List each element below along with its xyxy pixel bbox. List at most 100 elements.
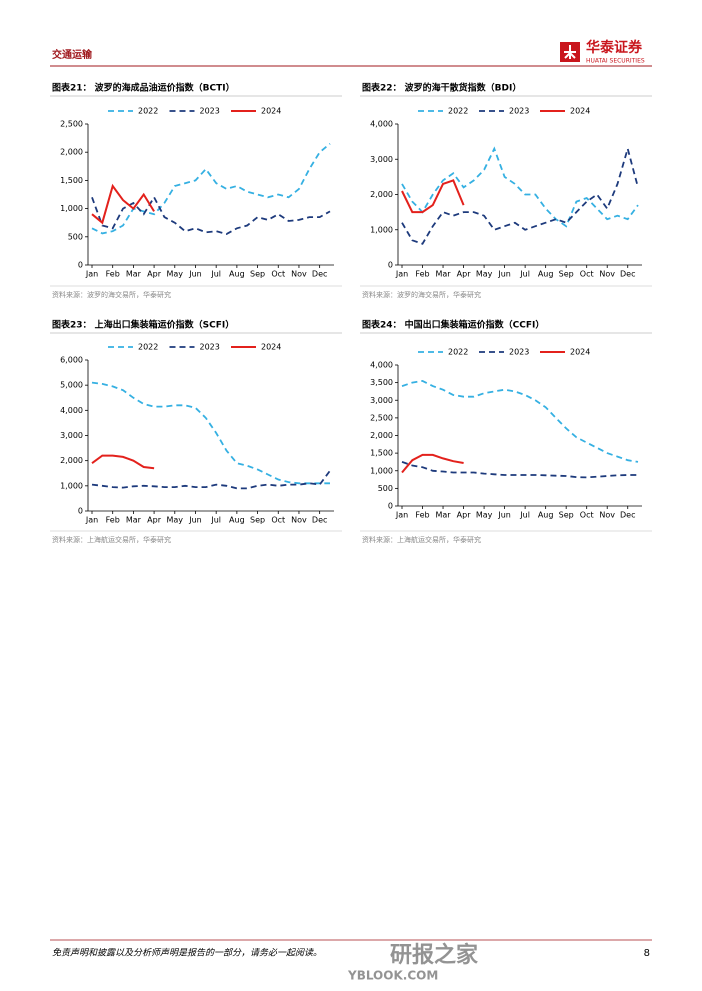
- x-tick-label: Aug: [538, 270, 554, 279]
- series-line: [401, 379, 639, 463]
- y-tick-label: 1,500: [370, 449, 393, 458]
- y-tick-label: 2,500: [370, 413, 393, 422]
- x-tick-label: Nov: [291, 516, 307, 525]
- chart-title: 图表23： 上海出口集装箱运价指数（SCFI）: [52, 319, 234, 331]
- disclaimer: 免责声明和披露以及分析师声明是报告的一部分，请务必一起阅读。: [52, 948, 322, 959]
- x-tick-label: Jun: [497, 270, 511, 279]
- x-tick-label: Dec: [620, 511, 635, 520]
- legend-label: 2023: [200, 343, 220, 352]
- x-tick-label: Mar: [435, 511, 451, 520]
- x-tick-label: Sep: [250, 270, 265, 279]
- legend-label: 2023: [509, 348, 529, 357]
- y-tick-label: 1,000: [60, 481, 83, 490]
- chart-source: 资料来源：波罗的海交易所，华泰研究: [52, 290, 171, 299]
- y-tick-label: 0: [388, 502, 393, 511]
- series-line: [91, 470, 331, 490]
- x-tick-label: Jan: [85, 516, 98, 525]
- y-tick-label: 2,000: [370, 190, 393, 199]
- legend-label: 2024: [570, 348, 590, 357]
- y-tick-label: 2,500: [60, 120, 83, 129]
- x-tick-label: Jun: [497, 511, 511, 520]
- x-tick-label: Nov: [291, 270, 307, 279]
- x-tick-label: Sep: [559, 511, 574, 520]
- y-tick-label: 3,000: [370, 155, 393, 164]
- legend-label: 2023: [200, 107, 220, 116]
- y-tick-label: 4,000: [370, 361, 393, 370]
- y-tick-label: 1,000: [370, 466, 393, 475]
- y-tick-label: 2,000: [60, 456, 83, 465]
- x-tick-label: Dec: [312, 516, 327, 525]
- x-tick-label: Feb: [415, 511, 429, 520]
- x-tick-label: Jun: [188, 516, 202, 525]
- legend-label: 2022: [448, 107, 468, 116]
- x-tick-label: Oct: [580, 270, 594, 279]
- x-tick-label: Apr: [457, 270, 472, 279]
- watermark-cn: 研报之家: [390, 942, 479, 968]
- x-tick-label: Aug: [229, 516, 245, 525]
- logo: 华泰证券 HUATAI SECURITIES: [560, 39, 645, 65]
- series-line: [401, 453, 464, 474]
- legend-label: 2022: [138, 343, 158, 352]
- x-tick-label: Nov: [599, 270, 615, 279]
- y-tick-label: 3,500: [370, 378, 393, 387]
- chart-title: 图表22： 波罗的海干散货指数（BDI）: [362, 82, 521, 94]
- page-number: 8: [644, 948, 650, 959]
- y-tick-label: 2,000: [60, 148, 83, 157]
- logo-cn: 华泰证券: [586, 39, 643, 56]
- x-tick-label: Dec: [620, 270, 635, 279]
- x-tick-label: Aug: [229, 270, 245, 279]
- y-tick-label: 500: [378, 484, 393, 493]
- y-tick-label: 2,000: [370, 431, 393, 440]
- series-line: [401, 179, 465, 214]
- series-line: [401, 146, 639, 228]
- series-line: [401, 145, 639, 245]
- chart-source: 资料来源：上海航运交易所，华泰研究: [52, 535, 171, 544]
- legend-label: 2022: [448, 348, 468, 357]
- chart-title: 图表24： 中国出口集装箱运价指数（CCFI）: [362, 319, 544, 331]
- chart-title: 图表21： 波罗的海成品油运价指数（BCTI）: [52, 82, 235, 94]
- x-tick-label: Jul: [519, 270, 530, 279]
- x-tick-label: Feb: [106, 516, 120, 525]
- y-tick-label: 4,000: [60, 406, 83, 415]
- x-tick-label: Nov: [599, 511, 615, 520]
- x-tick-label: Sep: [559, 270, 574, 279]
- x-tick-label: Aug: [538, 511, 554, 520]
- chart-source: 资料来源：波罗的海交易所，华泰研究: [362, 290, 481, 299]
- y-tick-label: 5,000: [60, 381, 83, 390]
- series-line: [91, 454, 155, 470]
- y-tick-label: 6,000: [60, 356, 83, 365]
- y-tick-label: 0: [78, 507, 83, 516]
- x-tick-label: Mar: [126, 516, 142, 525]
- y-tick-label: 3,000: [60, 431, 83, 440]
- x-tick-label: Jan: [85, 270, 98, 279]
- x-tick-label: May: [167, 270, 184, 279]
- chart-source: 资料来源：上海航运交易所，华泰研究: [362, 535, 481, 544]
- x-tick-label: May: [476, 270, 493, 279]
- x-tick-label: Oct: [271, 270, 285, 279]
- x-tick-label: Jan: [395, 270, 408, 279]
- x-tick-label: Dec: [312, 270, 327, 279]
- x-tick-label: Feb: [415, 270, 429, 279]
- series-line: [91, 183, 155, 225]
- legend-label: 2024: [261, 107, 281, 116]
- y-tick-label: 1,500: [60, 176, 83, 185]
- x-tick-label: Apr: [147, 270, 162, 279]
- y-tick-label: 1,000: [370, 225, 393, 234]
- x-tick-label: Jun: [188, 270, 202, 279]
- series-line: [91, 195, 331, 235]
- y-tick-label: 1,000: [60, 204, 83, 213]
- x-tick-label: Mar: [126, 270, 142, 279]
- logo-en: HUATAI SECURITIES: [586, 58, 645, 65]
- series-line: [401, 461, 638, 479]
- x-tick-label: Oct: [580, 511, 594, 520]
- x-tick-label: May: [476, 511, 493, 520]
- section-title: 交通运输: [52, 48, 93, 61]
- series-line: [91, 143, 331, 235]
- logo-glyph: [564, 45, 576, 59]
- y-tick-label: 0: [78, 261, 83, 270]
- x-tick-label: Sep: [250, 516, 265, 525]
- y-tick-label: 0: [388, 261, 393, 270]
- series-line: [91, 381, 330, 485]
- watermark-en: YBLOOK.COM: [347, 969, 438, 983]
